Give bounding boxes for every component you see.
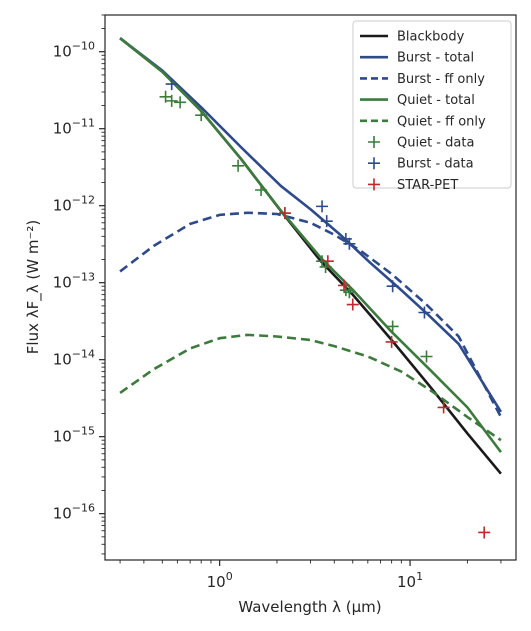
series-line-burst-ff-only (119, 211, 503, 418)
y-tick-label: 10−15 (53, 425, 95, 446)
legend-item-blackbody: Blackbody (360, 30, 465, 45)
legend-label: Burst - ff only (397, 72, 485, 87)
legend-box (352, 20, 512, 189)
data-point (420, 350, 433, 363)
legend-label: Burst - total (397, 51, 474, 66)
legend-label: STAR-PET (397, 178, 458, 193)
legend-swatch (368, 136, 380, 148)
legend: Blackbody Burst - total Burst - ff only Qui… (352, 20, 512, 193)
data-point (478, 526, 491, 539)
data-point (319, 260, 332, 273)
data-point (232, 159, 245, 172)
y-tick-label: 10−13 (53, 271, 95, 292)
series-line-quiet-total (119, 37, 502, 453)
legend-item-quiet-total: Quiet - total (360, 93, 475, 108)
data-point (386, 280, 399, 293)
data-point (385, 335, 398, 348)
data-point (386, 320, 399, 333)
y-tick-label: 10−10 (53, 40, 95, 61)
data-point (195, 109, 208, 122)
y-axis-ticks: 10−16 10−15 10−14 10−13 10−12 10−11 10−10 (53, 14, 105, 555)
data-point (343, 237, 356, 250)
legend-label: Blackbody (397, 30, 465, 45)
legend-item-quiet-ff-only: Quiet - ff only (360, 114, 486, 129)
data-point (255, 183, 268, 196)
data-point (159, 90, 172, 103)
x-axis-label: Wavelength λ (μm) (238, 598, 381, 616)
series-line-burst-total (119, 37, 503, 413)
data-point (437, 401, 450, 414)
data-point (343, 286, 356, 299)
legend-item-burst-data: Burst - data (368, 157, 474, 172)
legend-label: Quiet - data (397, 136, 474, 151)
data-point (320, 215, 333, 228)
legend-item-burst-total: Burst - total (360, 51, 474, 66)
y-axis-label: Flux λF_λ (W m⁻²) (24, 220, 43, 354)
scatter-star-pet (278, 207, 491, 539)
y-tick-label: 10−16 (53, 502, 95, 523)
legend-label: Quiet - total (397, 93, 475, 108)
legend-label: Burst - data (397, 157, 474, 172)
data-point (174, 96, 187, 109)
data-point (346, 298, 359, 311)
data-point (165, 94, 178, 107)
legend-item-star-pet: STAR-PET (368, 178, 458, 193)
legend-item-burst-ff-only: Burst - ff only (360, 72, 485, 87)
data-point (321, 255, 334, 268)
y-tick-label: 10−12 (53, 194, 95, 215)
scatter-burst-data (165, 78, 431, 319)
legend-label: Quiet - ff only (397, 114, 486, 129)
x-tick-label: 101 (397, 570, 423, 591)
legend-swatch (368, 157, 380, 170)
plot-area (119, 37, 503, 539)
data-point (165, 78, 178, 91)
data-point (418, 306, 431, 319)
series-line-quiet-ff-only (119, 333, 502, 442)
legend-swatch (368, 178, 380, 191)
x-axis-ticks: 100 101 (119, 560, 502, 591)
data-point (338, 279, 351, 292)
x-tick-label: 100 (207, 570, 233, 591)
y-tick-label: 10−11 (53, 117, 95, 138)
legend-item-quiet-data: Quiet - data (368, 136, 474, 151)
y-tick-label: 10−14 (53, 348, 95, 369)
data-point (278, 207, 291, 220)
data-point (316, 200, 329, 213)
